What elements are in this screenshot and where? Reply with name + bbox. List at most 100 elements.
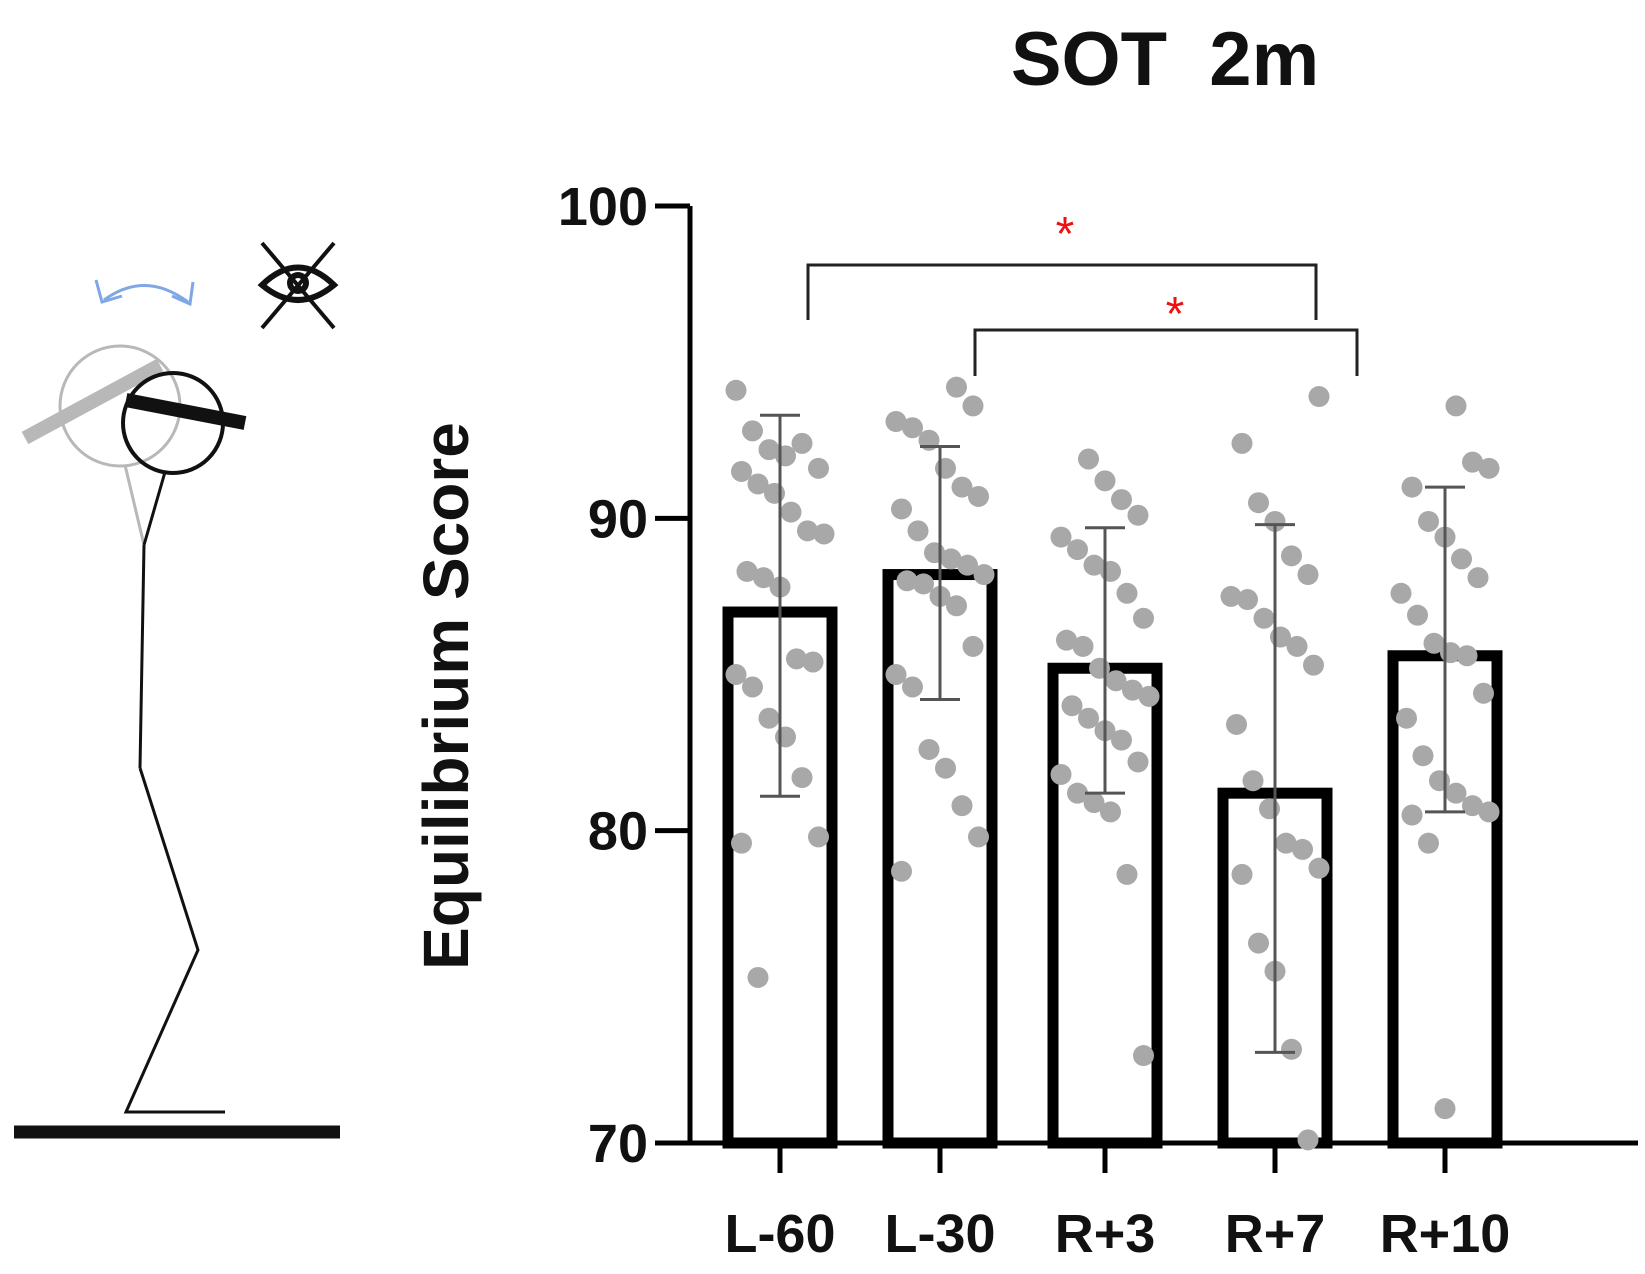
stick-figure-icon [14,344,340,1139]
data-point-L-30-7 [951,476,973,498]
data-point-R+3-11 [1056,629,1077,651]
bars-layer [722,569,1503,1149]
data-point-L-60-12 [813,523,835,545]
data-point-R+10-23 [1434,1098,1456,1120]
data-point-R+10-14 [1473,682,1494,704]
data-point-R+10-16 [1412,745,1434,767]
data-point-R+3-23 [1067,782,1088,804]
data-point-L-30-4 [902,417,923,439]
data-point-L-30-22 [918,738,940,760]
data-point-R+10-4 [1401,476,1423,498]
data-point-R+10-9 [1390,582,1412,604]
data-point-L-30-26 [891,860,912,882]
data-point-L-60-2 [742,420,763,442]
data-point-R+10-8 [1467,567,1489,589]
data-point-R+10-3 [1478,457,1500,479]
data-point-L-60-22 [791,767,813,789]
data-point-L-60-25 [747,966,769,988]
data-point-R+7-5 [1281,545,1302,567]
data-point-R+7-17 [1292,838,1313,860]
y-ticks: 70 80 90 100 [558,177,690,1174]
data-point-R+7-2 [1231,432,1253,454]
data-point-R+10-21 [1401,804,1423,826]
data-point-L-30-3 [885,411,907,433]
data-point-L-60-18 [725,664,747,685]
data-point-R+10-5 [1418,510,1439,532]
data-point-R+10-15 [1396,707,1417,729]
data-point-R+10-18 [1445,782,1467,804]
data-point-L-60-17 [802,651,824,673]
data-point-R+10-7 [1451,548,1472,570]
data-point-R+7-18 [1308,857,1330,879]
data-point-R+7-8 [1237,589,1258,611]
x-category-labels: L-60 L-30 R+3 R+7 R+10 [724,1204,1510,1264]
y-axis-label: Equilibrium Score [410,422,482,970]
data-point-L-60-5 [791,432,813,454]
data-point-R+10-13 [1456,645,1478,667]
data-point-R+3-27 [1133,1045,1154,1067]
data-point-R+3-12 [1072,635,1094,657]
significance-brackets [806,263,1359,376]
y-tick-label-70: 70 [588,1114,648,1174]
data-point-R+3-15 [1122,679,1143,701]
data-point-L-60-23 [808,826,829,848]
data-point-R+7-16 [1275,832,1297,854]
data-point-L-60-8 [747,473,769,495]
head-tilt-arrow-icon [94,279,195,307]
data-point-L-60-10 [780,501,802,523]
significance-star-1: * [1056,208,1075,261]
data-point-R+7-23 [1297,1129,1319,1151]
data-point-R+3-6 [1067,539,1088,561]
data-point-R+3-8 [1100,560,1121,582]
posture-illustration [14,241,340,1139]
data-point-L-30-21 [902,676,923,698]
category-label-L-30: L-30 [884,1204,995,1264]
data-point-R+3-3 [1111,489,1132,511]
data-point-R+3-25 [1100,801,1121,823]
data-point-R+10-2 [1462,451,1483,473]
data-point-R+3-7 [1083,554,1105,576]
data-point-R+3-18 [1078,707,1099,729]
data-point-L-60-20 [758,707,780,729]
data-point-L-30-15 [896,570,918,592]
data-point-L-60-11 [797,520,818,542]
data-point-R+7-22 [1281,1038,1302,1060]
data-point-R+7-3 [1248,492,1269,514]
data-point-R+7-20 [1248,932,1269,954]
y-tick-label-90: 90 [588,489,648,549]
data-point-L-30-20 [885,664,907,685]
data-point-R+7-15 [1259,798,1280,820]
data-point-R+3-1 [1078,448,1099,470]
data-point-R+7-7 [1220,585,1242,607]
y-tick-label-80: 80 [588,802,648,862]
y-tick-label-100: 100 [558,177,648,237]
data-point-L-30-23 [935,757,956,779]
data-point-R+3-17 [1061,695,1083,717]
data-point-L-30-13 [957,554,978,576]
chart-title: SOT 2m [1011,17,1319,102]
data-point-L-30-24 [951,795,973,817]
data-point-R+7-13 [1226,713,1247,735]
data-point-L-30-14 [973,564,995,586]
data-point-R+10-22 [1418,832,1439,854]
significance-star-2: * [1166,288,1185,341]
data-point-L-30-10 [907,520,929,542]
data-point-L-30-2 [962,395,984,417]
points-layer [725,376,1500,1151]
data-point-R+10-10 [1407,604,1428,626]
data-point-L-30-18 [946,595,967,617]
data-point-R+7-9 [1253,607,1275,629]
data-point-L-60-16 [786,648,807,670]
data-point-R+3-22 [1050,763,1072,785]
category-label-R+7: R+7 [1225,1204,1326,1264]
data-point-R+10-11 [1423,632,1445,654]
data-point-R+3-20 [1111,729,1132,751]
data-point-R+3-9 [1116,582,1138,604]
data-point-R+3-26 [1116,863,1138,885]
data-point-R+3-4 [1127,504,1149,526]
data-point-R+10-1 [1445,395,1467,417]
data-point-R+7-12 [1303,654,1324,676]
category-label-L-60: L-60 [724,1204,835,1264]
significance-bracket-L-60-R+7 [806,263,1318,320]
data-point-R+7-11 [1286,635,1308,657]
